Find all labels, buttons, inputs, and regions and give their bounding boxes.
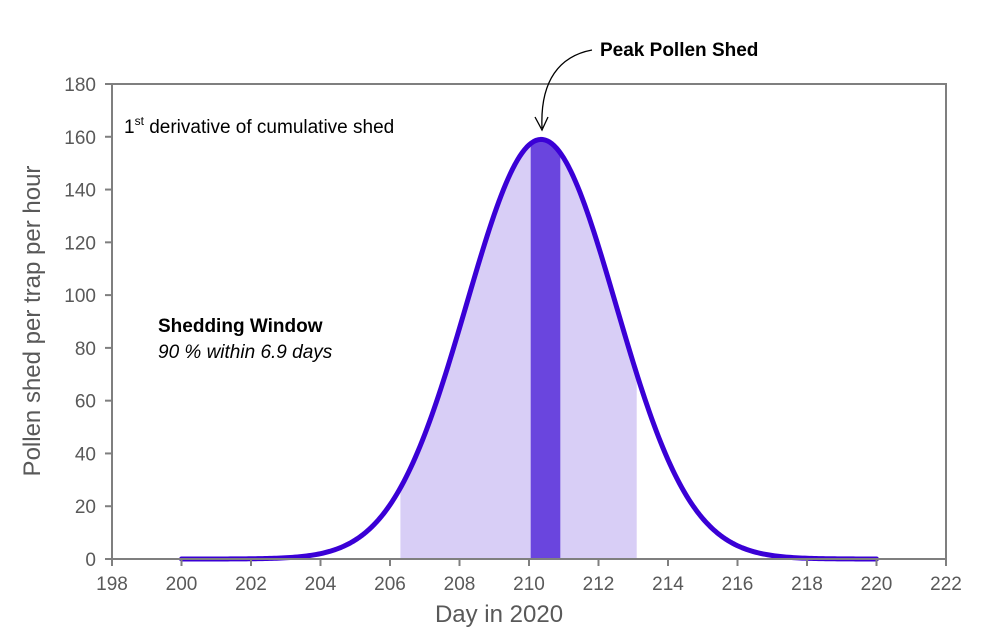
x-axis-ticks: 198 200 202 204 206 208 210 212 214 216 218 220 222 <box>96 559 962 595</box>
arrowhead-icon <box>534 116 549 132</box>
series-annotation-prefix: 1 <box>124 117 135 138</box>
shedding-window-region <box>400 139 637 559</box>
y-tick-label: 100 <box>64 286 96 307</box>
y-tick-label: 80 <box>75 339 96 360</box>
peak-arrow-icon <box>541 49 593 129</box>
x-tick-label: 210 <box>513 574 545 595</box>
x-tick-label: 218 <box>791 574 823 595</box>
shedding-window-subtitle: 90 % within 6.9 days <box>158 342 333 363</box>
x-tick-label: 222 <box>930 574 962 595</box>
x-tick-label: 202 <box>235 574 267 595</box>
x-tick-label: 204 <box>305 574 337 595</box>
y-tick-label: 40 <box>75 444 96 465</box>
x-axis-title: Day in 2020 <box>435 601 563 628</box>
x-tick-label: 200 <box>166 574 198 595</box>
series-annotation: 1st derivative of cumulative shed <box>124 114 394 138</box>
series-annotation-superscript: st <box>135 114 145 128</box>
x-tick-label: 206 <box>374 574 406 595</box>
y-tick-label: 140 <box>64 181 96 202</box>
series-line-group <box>179 136 879 562</box>
x-tick-label: 216 <box>722 574 754 595</box>
y-tick-label: 60 <box>75 392 96 413</box>
series-annotation-rest: derivative of cumulative shed <box>144 117 394 138</box>
x-tick-label: 212 <box>583 574 615 595</box>
peak-pollen-shed-label: Peak Pollen Shed <box>600 40 758 61</box>
shedding-window-title: Shedding Window <box>158 316 323 337</box>
x-tick-label: 198 <box>96 574 128 595</box>
y-tick-label: 160 <box>64 128 96 149</box>
y-axis-ticks: 0 20 40 60 80 100 120 140 160 180 <box>64 75 112 571</box>
y-tick-label: 20 <box>75 497 96 518</box>
y-tick-label: 0 <box>85 550 96 571</box>
y-axis-title: Pollen shed per trap per hour <box>19 166 46 477</box>
peak-band-region <box>530 139 561 559</box>
y-tick-label: 180 <box>64 75 96 96</box>
series-line <box>179 136 879 562</box>
x-tick-label: 208 <box>444 574 476 595</box>
x-tick-label: 214 <box>652 574 684 595</box>
y-tick-label: 120 <box>64 233 96 254</box>
shaded-regions <box>400 139 637 559</box>
x-tick-label: 220 <box>861 574 893 595</box>
